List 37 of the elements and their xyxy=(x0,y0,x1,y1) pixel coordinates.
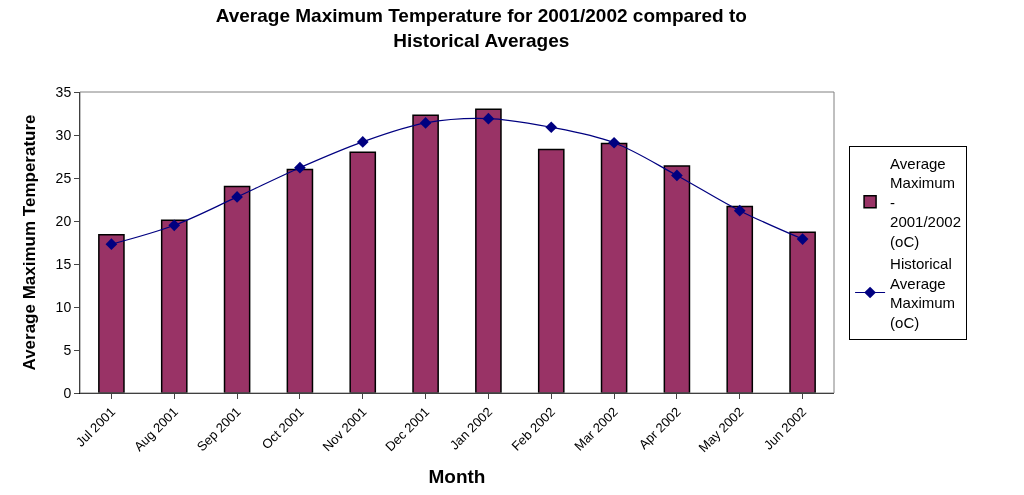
bar xyxy=(537,148,565,393)
point xyxy=(671,169,683,182)
point xyxy=(482,112,495,125)
bar xyxy=(412,114,439,393)
point xyxy=(796,233,809,245)
y-tick-label: 0 xyxy=(63,384,72,401)
chart-title: Average Maximum Temperature for 2001/2002 compared to Historical Averages xyxy=(215,5,747,51)
y-axis-title: Average Maximum Temperature xyxy=(20,114,40,371)
y-tick-label: 20 xyxy=(55,212,72,229)
y-tick-label: 25 xyxy=(55,169,72,186)
point xyxy=(231,191,243,203)
bar xyxy=(286,168,314,393)
point xyxy=(545,121,558,134)
bar xyxy=(98,234,125,393)
bar xyxy=(600,142,628,393)
bar xyxy=(789,231,816,393)
y-tick-label: 10 xyxy=(55,298,72,315)
bar xyxy=(160,219,188,393)
point xyxy=(294,161,306,174)
point xyxy=(733,204,746,217)
point xyxy=(419,117,432,129)
bar xyxy=(663,165,691,393)
point xyxy=(168,219,181,232)
y-tick-label: 15 xyxy=(55,255,72,272)
point xyxy=(105,238,118,251)
point xyxy=(356,136,369,148)
legend-label: Average Maximum - 2001/2002 (oC) xyxy=(890,154,961,250)
bar xyxy=(475,108,502,393)
y-tick-label: 5 xyxy=(63,341,72,358)
x-axis-title: Month xyxy=(428,465,486,487)
bar xyxy=(223,185,251,393)
y-tick-label: 30 xyxy=(55,126,72,143)
y-tick-label: 35 xyxy=(55,83,72,100)
point xyxy=(608,136,620,149)
bar xyxy=(726,205,754,393)
bar xyxy=(349,151,377,393)
legend-label: Historical Average Maximum (oC) xyxy=(890,255,956,331)
